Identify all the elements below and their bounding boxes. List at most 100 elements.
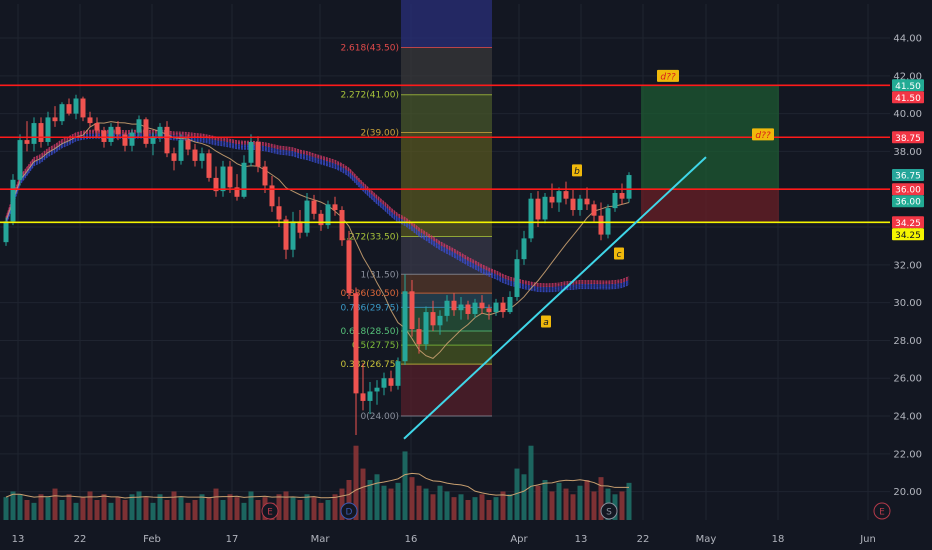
candle-body [367, 391, 373, 401]
ribbon-line [5, 129, 630, 285]
candle-body [192, 149, 198, 161]
candle-body [276, 206, 282, 220]
time-tick-label: Jun [859, 534, 876, 545]
volume-bar [374, 474, 380, 520]
volume-bar [59, 500, 65, 520]
volume-bar [360, 468, 366, 520]
price-tick-label: 30.00 [893, 298, 922, 309]
event-marker [261, 502, 279, 520]
candle-body [17, 140, 23, 180]
time-tick-label: 17 [226, 534, 239, 545]
ribbon-line [5, 137, 630, 293]
ribbon-line [5, 133, 630, 289]
volume-bar [297, 500, 303, 520]
time-tick-label: May [696, 534, 717, 545]
candle-body [619, 193, 625, 199]
candle-body [136, 119, 142, 133]
volume-bar [24, 500, 30, 520]
pattern-labels: a b c d?? d?? [541, 69, 774, 328]
candle-body [199, 153, 205, 161]
price-tick-label: 26.00 [893, 374, 922, 385]
volume-bar [276, 494, 282, 520]
volume-average-line [5, 472, 629, 499]
volume-bar [66, 494, 72, 520]
candle-body [444, 300, 450, 316]
candle-body [353, 293, 359, 394]
volume-bar [346, 480, 352, 520]
fib-level-label: 0.886(30.50) [340, 289, 399, 299]
volume-bar [31, 502, 37, 520]
candle-body [108, 126, 114, 142]
candle-body [535, 198, 541, 220]
candle-body [87, 117, 93, 124]
fib-level-label: 1(31.50) [360, 270, 399, 280]
price-tick-label: 44.00 [893, 34, 922, 45]
volume-bar [584, 480, 590, 520]
volume-bar [381, 485, 387, 520]
candle-body [388, 378, 394, 386]
candle-body [584, 198, 590, 205]
volume-bar [115, 497, 121, 520]
candle-body [297, 221, 303, 233]
volume-bar [311, 497, 317, 520]
candle-body [528, 198, 534, 239]
candle-body [493, 302, 499, 313]
event-marker-label: E [267, 508, 273, 518]
price-badge-label: 36.00 [895, 198, 921, 208]
candlestick-series [3, 94, 632, 435]
time-tick-label: Feb [143, 534, 161, 545]
candle-body [437, 315, 443, 326]
horizontal-levels [0, 84, 890, 224]
candle-body [409, 291, 415, 330]
volume-bar [304, 494, 310, 520]
candle-body [395, 361, 401, 386]
volume-bar [164, 500, 170, 520]
volume-bar [395, 482, 401, 520]
candle-body [52, 117, 58, 122]
candle-body [269, 185, 275, 207]
fib-level-label: 0.5(27.75) [352, 341, 399, 351]
price-tick-label: 40.00 [893, 109, 922, 120]
candle-body [500, 302, 506, 313]
ribbon-line [5, 130, 630, 286]
fib-zone [401, 94, 492, 133]
pattern-label-box [541, 315, 551, 328]
time-axis[interactable]: 13 22 Feb 17 Mar 16 Apr 13 22 May 18 Jun E D S E [0, 502, 932, 550]
volume-bar [199, 494, 205, 520]
ribbon-line [5, 134, 630, 290]
time-tick-label: Mar [311, 534, 331, 545]
candle-body [31, 123, 37, 144]
candle-body [514, 259, 520, 297]
volume-bar [206, 497, 212, 520]
volume-bar [255, 500, 261, 520]
volume-bar [227, 494, 233, 520]
volume-bar [185, 502, 191, 520]
candle-body [521, 238, 527, 260]
volume-bar [486, 500, 492, 520]
volume-bar [94, 500, 100, 520]
volume-bar [108, 502, 114, 520]
time-tick-label: 22 [637, 534, 650, 545]
volume-bar [353, 445, 359, 520]
candle-body [283, 219, 289, 250]
candle-body [66, 104, 72, 114]
candle-body [318, 213, 324, 226]
fib-zone-top [401, 0, 492, 48]
fib-level-label: 0.618(28.50) [340, 327, 399, 337]
candle-body [115, 126, 121, 135]
price-tick-label: 32.00 [893, 260, 922, 271]
candle-body [416, 329, 422, 345]
price-badge-label: 36.00 [895, 186, 921, 196]
candle-body [164, 126, 170, 154]
candle-body [255, 141, 261, 167]
price-tick-label: 38.00 [893, 147, 922, 158]
volume-bar [493, 497, 499, 520]
long-position-box [641, 85, 779, 223]
candle-body [591, 204, 597, 216]
volume-bar [87, 491, 93, 520]
trendline [403, 156, 707, 440]
event-marker-label: S [606, 508, 612, 518]
event-marker [600, 502, 618, 520]
candle-body [241, 162, 247, 197]
fib-level-label: 1.272(33.50) [340, 232, 399, 242]
